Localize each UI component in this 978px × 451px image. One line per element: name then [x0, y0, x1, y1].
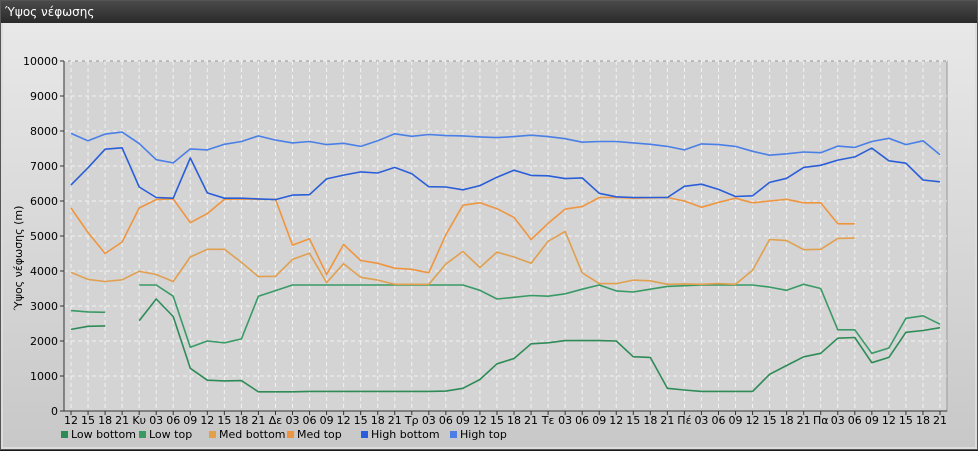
x-tick-label: 03 [149, 414, 163, 427]
y-tick-label: 3000 [30, 300, 58, 313]
legend-label: Low top [149, 428, 192, 441]
y-tick-label: 7000 [30, 160, 58, 173]
x-tick-label: 06 [303, 414, 317, 427]
series-line [70, 309, 106, 314]
x-tick-label: 21 [797, 414, 811, 427]
x-tick-label: 21 [388, 414, 402, 427]
series-high-top [70, 131, 941, 164]
x-tick-label: 06 [711, 414, 725, 427]
series-lines [70, 131, 941, 393]
series-high-bottom [70, 147, 941, 201]
x-tick-label: 09 [320, 414, 334, 427]
legend-swatch [287, 431, 294, 438]
y-tick-label: 4000 [30, 265, 58, 278]
chart-panel: 0 1000 2000 3000 4000 5000 6000 7000 8000 9000 100… [3, 23, 975, 447]
x-tick-label: 21 [524, 414, 538, 427]
x-tick-label: 15 [354, 414, 368, 427]
x-tick-label: 09 [729, 414, 743, 427]
window-title: Ύψος νέφωσης [1, 1, 977, 23]
x-tick-label: Πα [813, 414, 829, 427]
x-tick-label: 12 [746, 414, 760, 427]
x-tick-label: 06 [439, 414, 453, 427]
x-tick-label: 12 [200, 414, 214, 427]
x-tick-label: 12 [337, 414, 351, 427]
x-tick-label: Τρ [404, 414, 419, 427]
legend-swatch [450, 431, 457, 438]
y-axis-label: Ύψος νέφωσης (m) [12, 206, 25, 312]
x-tick-label: 03 [558, 414, 572, 427]
x-tick-label: 15 [490, 414, 504, 427]
x-tick-label: 06 [575, 414, 589, 427]
x-tick-label: 15 [81, 414, 95, 427]
x-tick-label: 06 [848, 414, 862, 427]
y-axis: 0 1000 2000 3000 4000 5000 6000 7000 8000 9000 100… [23, 55, 65, 418]
x-tick-label: 15 [217, 414, 231, 427]
x-tick-label: 12 [473, 414, 487, 427]
legend: Low bottom Low top Med bottom Med top High b… [61, 428, 507, 441]
x-tick-label: Τε [541, 414, 555, 427]
x-tick-label: 18 [916, 414, 930, 427]
x-tick-label: 09 [865, 414, 879, 427]
y-tick-label: 2000 [30, 335, 58, 348]
x-tick-label: 18 [780, 414, 794, 427]
series-line [138, 298, 941, 393]
x-tick-label: Δε [269, 414, 283, 427]
legend-label: High top [460, 428, 507, 441]
legend-label: High bottom [371, 428, 440, 441]
series-line [70, 230, 855, 286]
legend-label: Med top [297, 428, 342, 441]
legend-swatch [139, 431, 146, 438]
series-line [139, 283, 941, 355]
series-line [70, 147, 941, 201]
y-tick-label: 6000 [30, 195, 58, 208]
legend-swatch [209, 431, 216, 438]
x-tick-label: 18 [507, 414, 521, 427]
x-tick-label: 12 [64, 414, 78, 427]
x-tick-label: 21 [933, 414, 947, 427]
series-med-top [70, 196, 855, 276]
x-tick-label: 15 [763, 414, 777, 427]
series-line [70, 325, 106, 331]
series-med-bottom [70, 230, 855, 286]
legend-label: Low bottom [71, 428, 136, 441]
series-low-bottom [70, 298, 941, 393]
x-tick-label: 18 [98, 414, 112, 427]
x-tick-label: 18 [234, 414, 248, 427]
x-tick-label: 21 [251, 414, 265, 427]
y-tick-label: 8000 [30, 125, 58, 138]
x-tick-label: 18 [643, 414, 657, 427]
x-tick-label: 15 [626, 414, 640, 427]
series-line [70, 196, 855, 276]
cloud-height-chart: 0 1000 2000 3000 4000 5000 6000 7000 8000 9000 100… [12, 55, 948, 441]
y-tick-label: 9000 [30, 90, 58, 103]
x-tick-label: 03 [831, 414, 845, 427]
x-axis: 12 15 18 21 Κυ 03 06 09 12 15 18 21 Δε 03 06 09 12 15 18 21… [64, 410, 947, 427]
x-tick-label: 18 [371, 414, 385, 427]
x-tick-label: 09 [456, 414, 470, 427]
x-tick-label: 06 [166, 414, 180, 427]
x-tick-label: 15 [899, 414, 913, 427]
x-tick-label: 12 [882, 414, 896, 427]
series-low-top [70, 283, 941, 355]
y-tick-label: 0 [51, 405, 58, 418]
series-line [70, 131, 941, 164]
x-tick-label: 21 [660, 414, 674, 427]
x-tick-label: 12 [609, 414, 623, 427]
y-tick-label: 1000 [30, 370, 58, 383]
legend-swatch [61, 431, 68, 438]
legend-swatch [361, 431, 368, 438]
x-tick-label: 21 [115, 414, 129, 427]
x-tick-label: Πέ [677, 414, 691, 427]
x-tick-label: 03 [286, 414, 300, 427]
legend-label: Med bottom [219, 428, 286, 441]
y-tick-label: 10000 [23, 55, 58, 68]
x-tick-label: 03 [694, 414, 708, 427]
x-tick-label: Κυ [132, 414, 146, 427]
x-tick-label: 09 [183, 414, 197, 427]
x-tick-label: 09 [592, 414, 606, 427]
y-tick-label: 5000 [30, 230, 58, 243]
x-tick-label: 03 [422, 414, 436, 427]
